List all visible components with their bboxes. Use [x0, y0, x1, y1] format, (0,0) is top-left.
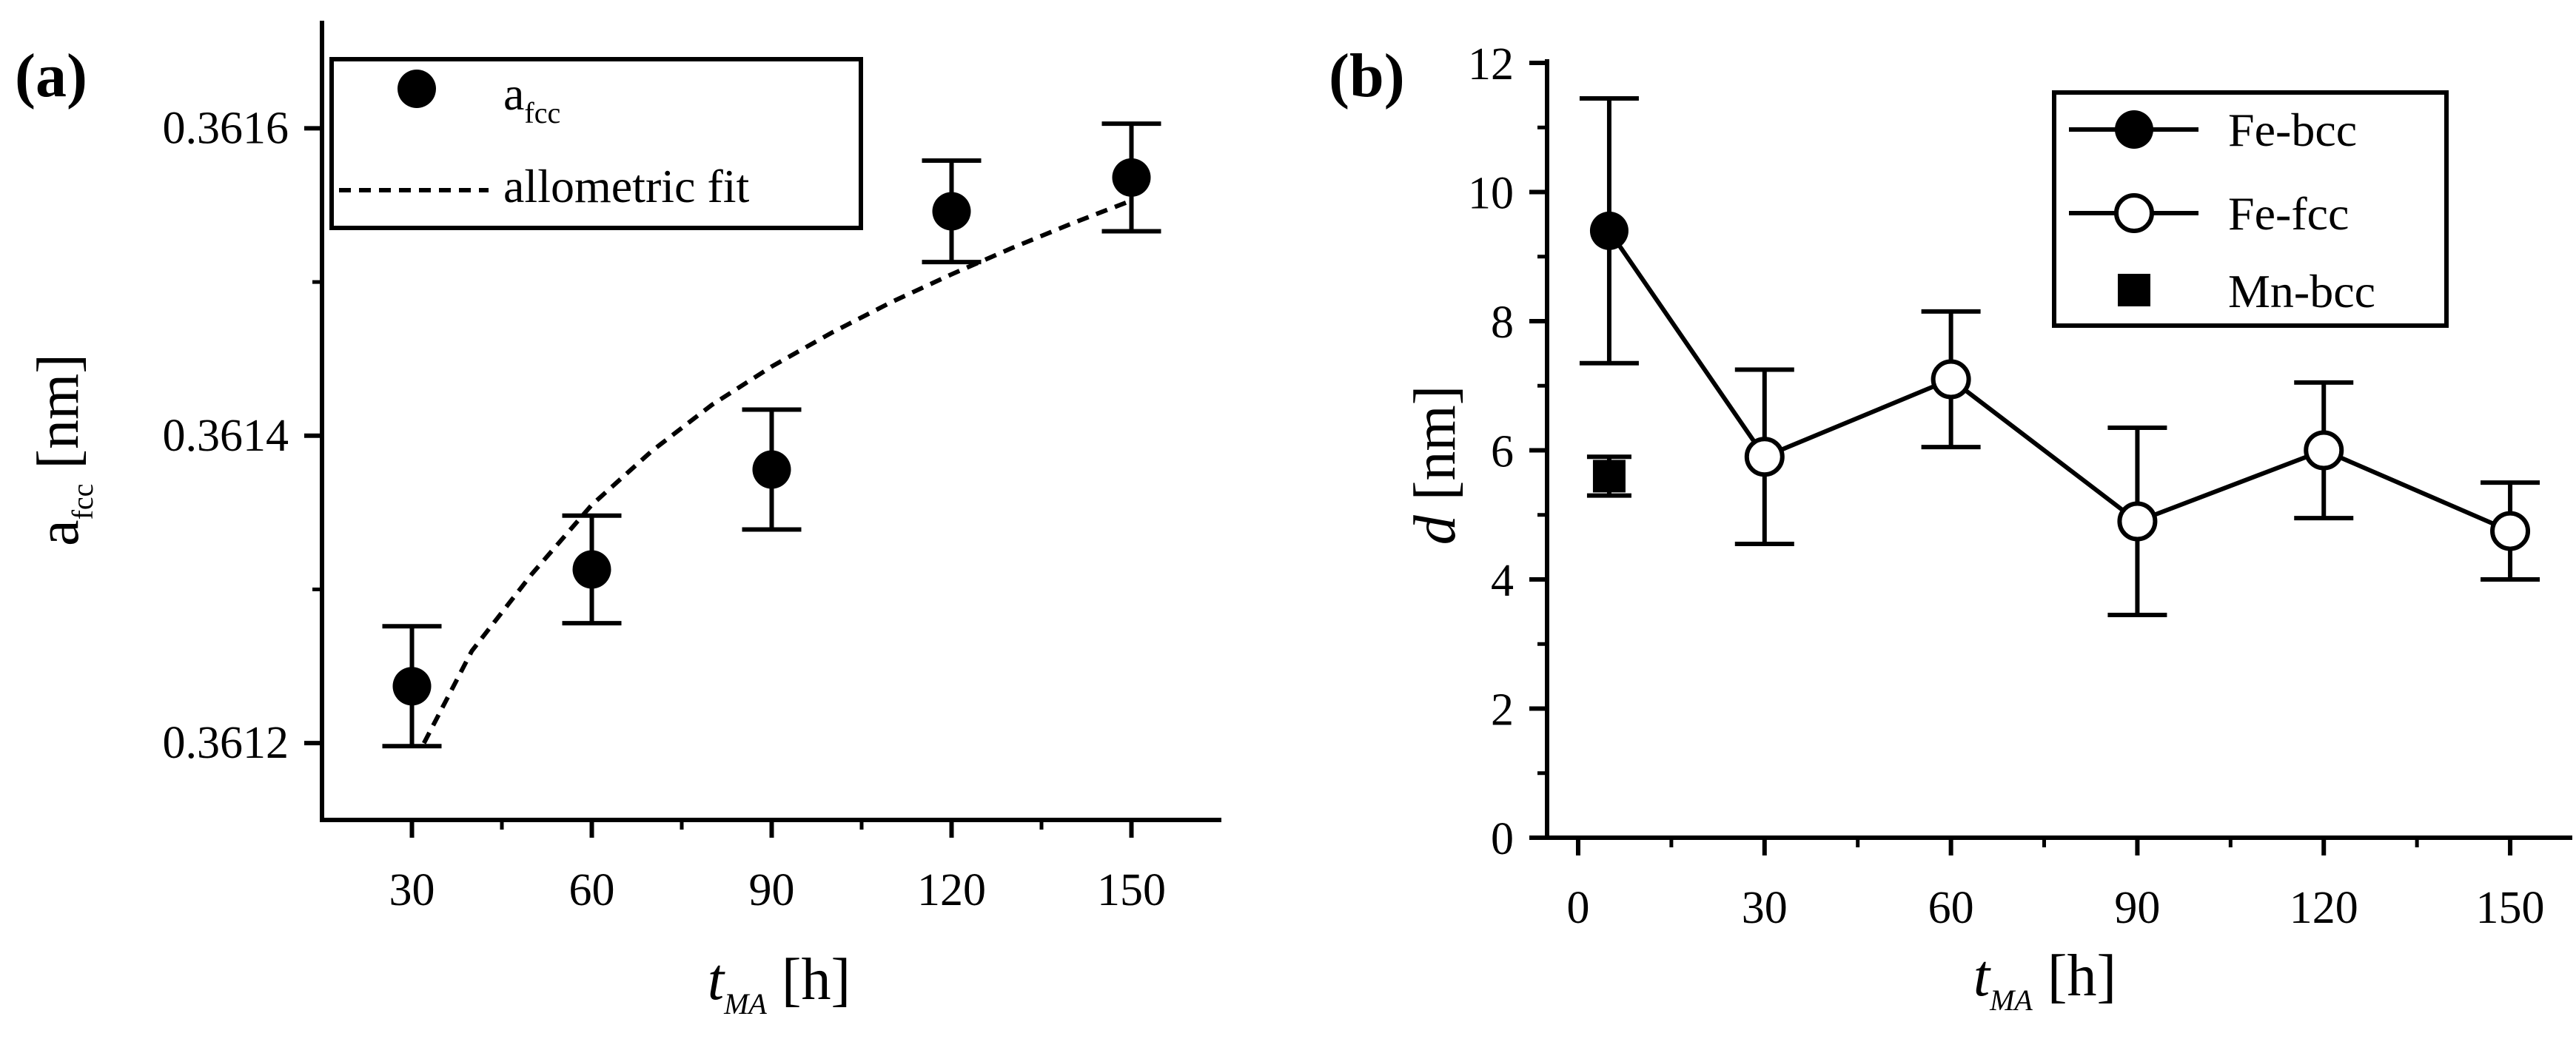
panel-b-x-tick-label: 0 [1566, 883, 1589, 933]
panel-b-y-tick-label: 10 [1468, 169, 1514, 219]
panel-a-x-tick-label: 150 [1097, 865, 1166, 915]
panel-a-y-tick-label: 0.3614 [163, 411, 289, 461]
panel-b-legend-marker-fe-bcc [2115, 110, 2153, 149]
panel-a-y-axis-title-sub: fcc [66, 484, 99, 520]
panel-a-y-tick-label: 0.3612 [163, 718, 289, 768]
panel-a-y-axis-title-main: a [26, 520, 91, 546]
panel-b-y-tick-label: 12 [1468, 39, 1514, 90]
panel-a-chart: 30 60 90 120 1500.36120.36140.3616afccallome… [15, 21, 1221, 1020]
panel-b-y-tick-label: 2 [1491, 685, 1514, 736]
panel-b-fe-bcc-point [1589, 211, 1629, 250]
panel-b-x-tick-label: 150 [2476, 883, 2545, 933]
panel-b-y-tick-label: 0 [1491, 814, 1514, 864]
panel-a-y-axis-title-unit: [nm] [26, 354, 91, 484]
panel-a-legend-label-fit: allometric fit [503, 160, 750, 212]
panel-b-x-tick-label: 120 [2290, 883, 2358, 933]
panel-b-x-axis-title-unit: [h] [2033, 944, 2116, 1009]
panel-a-x-axis-title-unit: [h] [767, 947, 851, 1012]
panel-b-legend-label-fe-bcc: Fe-bcc [2228, 104, 2357, 156]
panel-a-label: (a) [15, 41, 87, 110]
panel-a-x-axis-title: tMA [h] [708, 947, 851, 1020]
panel-b-chart: 0 30 60 90 120 150 0 2 4 6 8 10 12 Fe-bcc Fe-fcc Mn-bcc… [1329, 39, 2572, 1017]
panel-a-data-point [752, 450, 791, 489]
panel-b-legend-marker-fe-fcc [2114, 193, 2154, 233]
panel-a-y-tick-label: 0.3616 [163, 103, 289, 153]
panel-a-legend-label-afcc-sub: fcc [524, 96, 560, 130]
panel-b-x-tick-label: 30 [1742, 883, 1788, 933]
panel-a-legend-label-afcc-main: a [503, 67, 524, 120]
panel-b-fe-fcc-point [1744, 437, 1785, 477]
panel-b-mn-bcc-point [1592, 460, 1626, 493]
panel-b-fe-fcc-point [2304, 430, 2344, 471]
panel-a-data-point [932, 192, 971, 231]
panel-b-y-tick-label: 4 [1491, 556, 1514, 606]
panel-a-x-tick-label: 120 [917, 865, 986, 915]
panel-b-legend-label-mn-bcc: Mn-bcc [2228, 265, 2375, 317]
panel-b-legend-marker-mn-bcc [2118, 274, 2150, 306]
panel-a-x-axis-title-sub: MA [723, 987, 767, 1020]
panel-b-x-tick-label: 90 [2114, 883, 2160, 933]
panel-b-y-axis-title: d [nm] [1403, 386, 1468, 545]
panel-a-data-point [392, 667, 432, 706]
panel-a-y-axis-title: afcc [nm] [26, 354, 99, 546]
panel-a-fit-line [422, 198, 1133, 744]
panel-b-x-axis-title: tMA [h] [1973, 944, 2116, 1017]
panel-a-x-tick-label: 60 [569, 865, 615, 915]
panel-b-fe-fcc-point [2117, 501, 2158, 542]
panel-b-x-tick-label: 60 [1928, 883, 1974, 933]
panel-a-x-axis-title-main: t [708, 947, 725, 1012]
panel-b-y-tick-label: 8 [1491, 297, 1514, 348]
panel-a-x-tick-label: 30 [389, 865, 435, 915]
panel-b-series-line [1607, 229, 2512, 534]
panel-a-data-point [572, 550, 611, 589]
panel-b-y-axis-title-unit: [nm] [1403, 386, 1468, 516]
panel-b-fe-fcc-point [2490, 511, 2531, 551]
panel-b-fe-fcc-point [1931, 359, 1971, 400]
panel-b-y-tick-label: 6 [1491, 427, 1514, 477]
panel-a-legend-marker-afcc [398, 70, 436, 108]
panel-b-x-axis-title-main: t [1973, 944, 1991, 1009]
panel-a-x-tick-label: 90 [749, 865, 795, 915]
panel-b-x-axis-title-sub: MA [1989, 983, 2033, 1017]
panel-b-label: (b) [1329, 41, 1405, 110]
panel-b-y-axis-title-main: d [1403, 514, 1468, 545]
panel-b-legend-label-fe-fcc: Fe-fcc [2228, 187, 2349, 240]
panel-a-data-point [1112, 158, 1151, 197]
panel-a-legend-label-afcc: afcc [503, 67, 560, 130]
